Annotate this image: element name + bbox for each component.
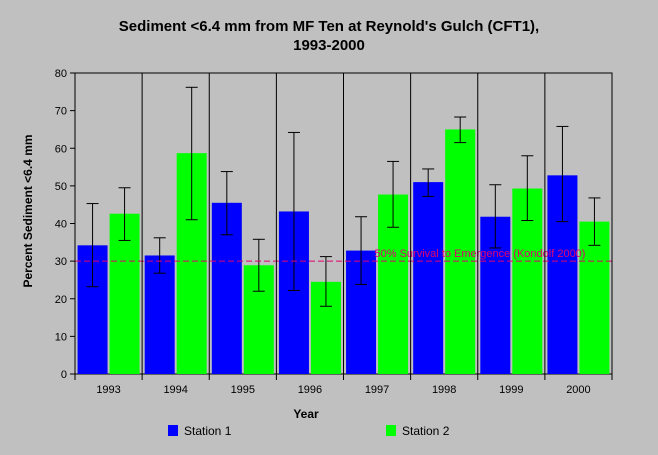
bar-station-1-1994 <box>144 255 175 374</box>
x-tick-label-1999: 1999 <box>499 384 523 396</box>
legend-swatch-station-1 <box>168 425 178 436</box>
reference-line-label: 50% Survival to Emergence (Kondolf 2000) <box>375 248 586 260</box>
y-tick-label-0: 0 <box>61 369 67 381</box>
category-dividers <box>74 73 613 380</box>
bar-station-2-2000 <box>579 221 610 374</box>
x-tick-label-2000: 2000 <box>566 384 590 396</box>
bar-station-1-1998 <box>413 182 444 374</box>
legend-swatch-station-2 <box>386 425 396 436</box>
y-tick-label-30: 30 <box>55 256 67 268</box>
legend: Station 1 Station 2 <box>168 424 450 438</box>
chart-title-line-2: 1993-2000 <box>293 37 365 54</box>
x-tick-label-1994: 1994 <box>163 384 187 396</box>
chart-title-line-1: Sediment <6.4 mm from MF Ten at Reynold'… <box>119 18 539 35</box>
y-axis-label: Percent Sediment <6.4 mm <box>21 134 35 287</box>
y-axis: 0 10 20 30 40 50 60 70 80 <box>55 68 75 381</box>
x-tick-label-1997: 1997 <box>365 384 389 396</box>
x-tick-label-1998: 1998 <box>432 384 456 396</box>
y-tick-label-70: 70 <box>55 106 67 118</box>
y-tick-label-60: 60 <box>55 143 67 155</box>
x-tick-label-1996: 1996 <box>298 384 322 396</box>
reference-line-layer: 50% Survival to Emergence (Kondolf 2000) <box>75 248 612 262</box>
bars-layer <box>77 129 610 374</box>
x-tick-label-1995: 1995 <box>231 384 255 396</box>
legend-label-station-1: Station 1 <box>184 424 232 438</box>
x-axis-label: Year <box>293 407 319 421</box>
y-tick-label-80: 80 <box>55 68 67 80</box>
y-tick-label-40: 40 <box>55 219 67 231</box>
bar-station-2-1998 <box>445 129 476 374</box>
legend-label-station-2: Station 2 <box>402 424 450 438</box>
x-axis: 1993 1994 1995 1996 1997 1998 1999 2000 <box>96 384 590 396</box>
x-tick-label-1993: 1993 <box>96 384 120 396</box>
y-tick-label-20: 20 <box>55 294 67 306</box>
y-tick-label-50: 50 <box>55 181 67 193</box>
y-tick-label-10: 10 <box>55 331 67 343</box>
error-bars-layer <box>86 86 601 307</box>
